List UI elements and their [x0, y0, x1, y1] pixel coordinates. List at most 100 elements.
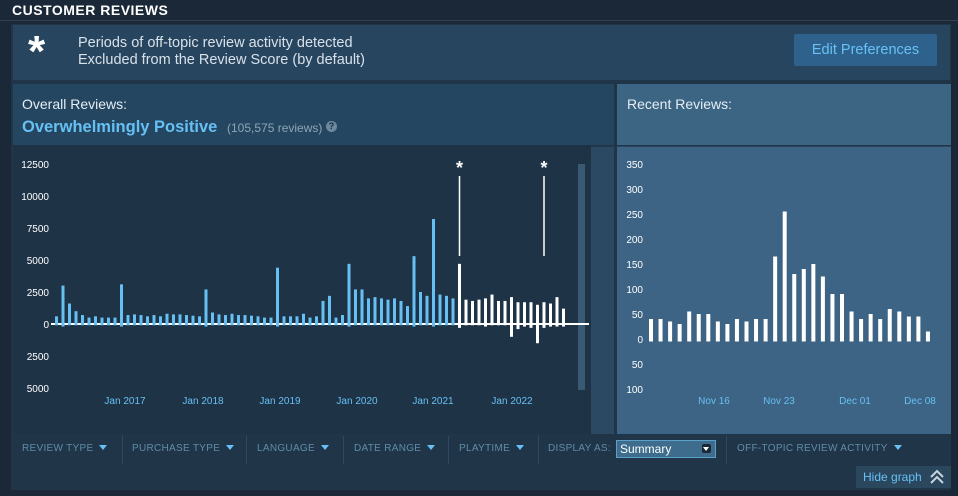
- overall-negative-bar: [347, 324, 351, 327]
- recent-negative-bar: [649, 339, 653, 342]
- y-tick-label: 10000: [21, 192, 49, 203]
- filter-divider: [538, 436, 539, 464]
- overall-negative-bar: [250, 324, 253, 326]
- filter-off-topic-label: OFF-TOPIC REVIEW ACTIVITY: [737, 443, 888, 454]
- overall-positive-bar: [107, 317, 110, 324]
- overall-negative-bar: [289, 324, 292, 326]
- overall-negative-bar: [204, 324, 208, 327]
- x-tick-label: Dec 01: [839, 396, 871, 407]
- overall-positive-bar: [497, 300, 500, 324]
- overall-positive-bar: [523, 302, 526, 324]
- filter-review-type[interactable]: REVIEW TYPE: [22, 443, 108, 454]
- overall-negative-bar: [146, 324, 149, 326]
- recent-negative-bar: [706, 339, 711, 342]
- y-tick-label: 7500: [27, 224, 50, 235]
- overall-negative-bar: [191, 324, 195, 326]
- overall-negative-bar: [360, 324, 364, 326]
- overall-positive-bar: [477, 299, 481, 324]
- overall-positive-bar: [302, 313, 305, 324]
- overall-positive-bar: [549, 303, 552, 324]
- overall-negative-bar: [438, 324, 442, 326]
- overall-negative-bar: [172, 324, 175, 326]
- filter-language[interactable]: LANGUAGE: [257, 443, 329, 454]
- recent-negative-bar: [754, 339, 759, 342]
- overall-negative-bar: [406, 324, 409, 326]
- overall-positive-bar: [74, 311, 78, 324]
- recent-positive-bar: [878, 319, 883, 339]
- overall-positive-bar: [412, 256, 416, 324]
- recent-negative-bar: [878, 339, 883, 342]
- overall-positive-bar: [438, 294, 442, 324]
- overall-negative-bar: [302, 324, 305, 326]
- review-filters-bar: [13, 434, 951, 466]
- filter-playtime[interactable]: PLAYTIME: [459, 443, 525, 454]
- overall-chart-scroll-handle: [578, 164, 585, 390]
- filter-purchase-type[interactable]: PURCHASE TYPE: [132, 443, 235, 454]
- overall-negative-bar: [139, 324, 143, 326]
- overall-negative-bar: [425, 324, 429, 326]
- overall-positive-bar: [295, 316, 299, 324]
- recent-negative-bar: [658, 339, 663, 342]
- overall-positive-bar: [432, 219, 435, 324]
- overall-positive-bar: [152, 315, 156, 324]
- overall-positive-bar: [159, 316, 162, 324]
- y-tick-label: 5000: [27, 256, 50, 267]
- recent-negative-bar: [820, 339, 825, 342]
- overall-positive-bar: [289, 316, 292, 324]
- help-icon[interactable]: ?: [326, 121, 337, 132]
- overall-negative-bar: [503, 324, 507, 326]
- overall-positive-bar: [555, 297, 559, 324]
- overall-negative-bar: [276, 324, 279, 327]
- recent-positive-bar: [801, 269, 806, 339]
- overall-negative-bar: [230, 324, 234, 326]
- overall-negative-bar: [529, 324, 533, 328]
- recent-positive-bar: [754, 319, 759, 339]
- overall-positive-bar: [354, 289, 357, 324]
- overall-negative-bar: [61, 324, 65, 327]
- recent-positive-bar: [811, 264, 816, 339]
- overall-negative-bar: [399, 324, 403, 326]
- overall-positive-bar: [133, 314, 136, 324]
- x-tick-label: Jan 2017: [104, 396, 146, 407]
- edit-preferences-button[interactable]: Edit Preferences: [794, 34, 937, 66]
- recent-negative-bar: [792, 339, 797, 342]
- overall-positive-bar: [445, 295, 448, 324]
- filter-divider: [122, 436, 123, 464]
- notice-line-1: Periods of off-topic review activity det…: [78, 35, 353, 51]
- overall-positive-bar: [328, 295, 331, 324]
- recent-negative-bar: [887, 339, 892, 342]
- filter-off-topic-activity[interactable]: OFF-TOPIC REVIEW ACTIVITY: [737, 443, 902, 454]
- filter-date-range[interactable]: DATE RANGE: [354, 443, 436, 454]
- filter-review-type-label: REVIEW TYPE: [22, 443, 94, 454]
- overall-negative-bar: [412, 324, 416, 327]
- recent-positive-bar: [887, 309, 892, 339]
- recent-negative-bar: [677, 339, 682, 342]
- overall-negative-bar: [490, 324, 494, 326]
- recent-negative-bar: [734, 339, 739, 342]
- select-arrow-icon: [702, 444, 711, 453]
- overall-positive-bar: [542, 302, 546, 324]
- overall-negative-bar: [224, 324, 227, 326]
- display-as-select[interactable]: Summary: [616, 440, 716, 458]
- overall-negative-bar: [484, 324, 487, 327]
- overall-chart-edge: [591, 146, 614, 434]
- hide-graph-button[interactable]: Hide graph: [856, 466, 951, 488]
- overall-positive-bar: [198, 316, 201, 324]
- overall-negative-bar: [458, 324, 461, 328]
- overall-review-score[interactable]: Overwhelmingly Positive: [22, 118, 218, 136]
- overall-negative-bar: [380, 324, 383, 326]
- overall-positive-bar: [250, 315, 253, 324]
- overall-positive-bar: [321, 300, 325, 324]
- recent-reviews-label: Recent Reviews:: [627, 96, 733, 112]
- x-tick-label: Jan 2018: [182, 396, 224, 407]
- recent-positive-bar: [763, 319, 768, 339]
- filter-purchase-type-label: PURCHASE TYPE: [132, 443, 221, 454]
- recent-positive-bar: [715, 321, 720, 339]
- recent-negative-bar: [925, 339, 930, 342]
- overall-positive-bar: [217, 314, 221, 324]
- overall-negative-bar: [445, 324, 448, 326]
- x-tick-label: Jan 2019: [259, 396, 301, 407]
- overall-negative-bar: [341, 324, 344, 326]
- overall-negative-bar: [295, 324, 299, 326]
- filter-divider: [726, 436, 727, 464]
